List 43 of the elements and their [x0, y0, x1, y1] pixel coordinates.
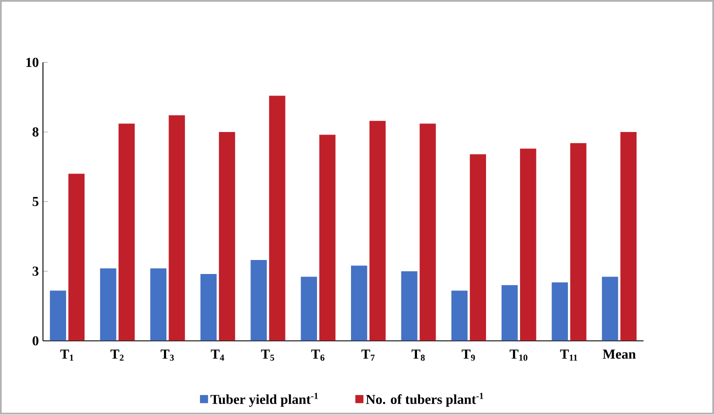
bar: [351, 266, 368, 342]
x-tick-label: T$_{4}$: [210, 350, 224, 361]
bar: [570, 143, 586, 342]
y-tick-label: 0: [32, 336, 38, 346]
x-tick-label: Mean: [602, 350, 636, 359]
bar: [300, 277, 318, 342]
x-tick-label: T$_{11}$: [560, 350, 578, 361]
bar: [502, 285, 518, 342]
bar: [520, 148, 536, 342]
x-tick-label: T$_{8}$: [412, 350, 425, 362]
bar: [420, 124, 436, 342]
bar: [451, 290, 468, 342]
y-tick-label: 5: [32, 197, 38, 206]
x-tick-label: T$_{6}$: [311, 350, 324, 362]
x-tick-label: T$_{5}$: [261, 350, 274, 362]
y-tick-label: 10: [26, 58, 38, 68]
y-tick-label: 8: [32, 128, 38, 137]
bar: [150, 268, 166, 342]
legend-label: Tuber yield plant$^{-1}$: [210, 393, 318, 408]
bar: [50, 290, 66, 342]
bar: [269, 96, 286, 342]
bar: [369, 121, 386, 342]
x-tick-label: T$_{2}$: [110, 350, 124, 361]
bar: [552, 282, 568, 342]
x-tick-label: T$_{7}$: [361, 350, 375, 361]
x-tick-label: T$_{3}$: [160, 350, 174, 362]
bar: [168, 116, 185, 342]
bar: [100, 268, 116, 342]
bar: [218, 132, 236, 342]
x-tick-label: T$_{9}$: [462, 350, 475, 362]
legend-label: No. of tubers plant$^{-1}$: [366, 393, 484, 408]
bar: [602, 277, 618, 342]
bar: [620, 132, 637, 342]
bar: [200, 274, 217, 342]
bar: [470, 154, 486, 342]
bar: [401, 271, 418, 342]
x-tick-label: T$_{1}$: [60, 350, 74, 361]
bar: [250, 260, 267, 342]
bar: [319, 135, 336, 342]
bar: [68, 174, 85, 342]
bar: [118, 124, 135, 342]
y-tick-label: 3: [32, 266, 38, 276]
x-tick-label: T$_{10}$: [510, 350, 528, 362]
